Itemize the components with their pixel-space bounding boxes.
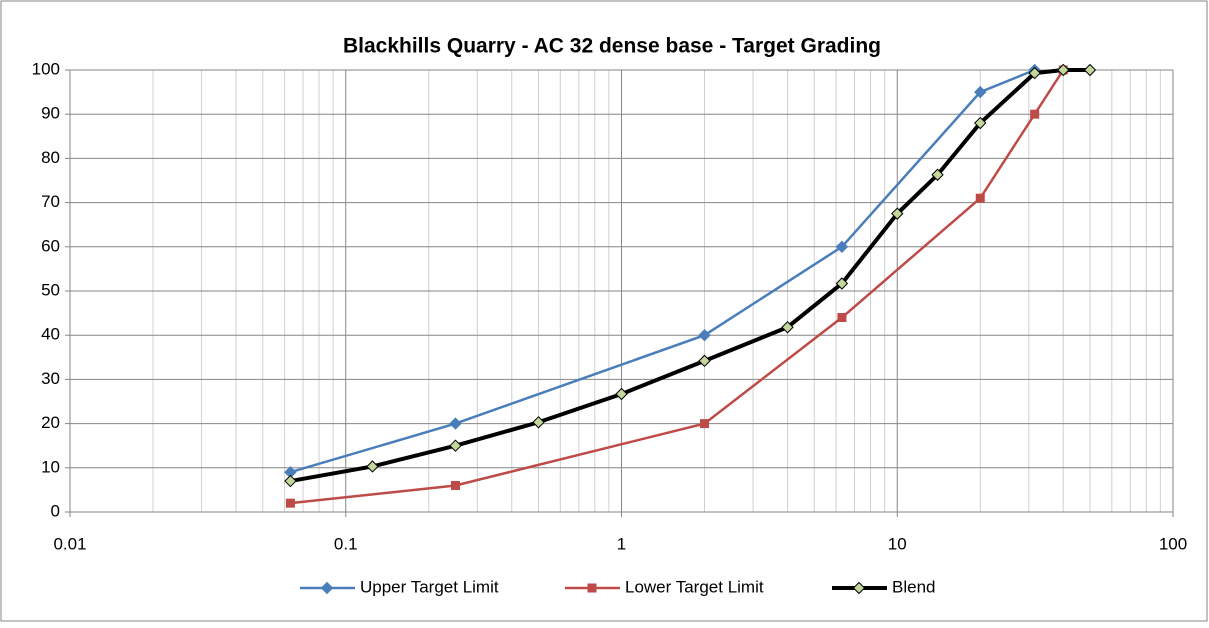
series-line (290, 68, 1090, 484)
marker (449, 417, 462, 430)
marker (931, 168, 944, 181)
marker (615, 387, 628, 401)
legend-marker (587, 583, 597, 593)
marker (837, 313, 847, 323)
y-tick-label: 100 (32, 59, 60, 78)
x-tick-label: 1 (617, 534, 626, 553)
x-tick-label: 10 (888, 534, 907, 553)
marker (532, 416, 545, 429)
y-tick-label: 90 (41, 104, 60, 123)
y-tick-label: 0 (51, 501, 60, 520)
marker (285, 498, 295, 508)
marker (1057, 63, 1070, 77)
marker (781, 321, 794, 334)
marker (835, 240, 849, 254)
y-tick-label: 60 (41, 236, 60, 255)
y-tick-label: 80 (41, 148, 60, 167)
x-tick-label: 0.1 (334, 534, 358, 553)
marker (698, 354, 711, 368)
marker (700, 419, 710, 429)
chart-title: Blackhills Quarry - AC 32 dense base - T… (343, 35, 881, 58)
marker (974, 85, 987, 99)
marker (449, 439, 462, 452)
y-tick-label: 70 (41, 192, 60, 211)
y-tick-label: 10 (41, 457, 60, 476)
marker (975, 193, 985, 203)
legend-marker (852, 581, 866, 595)
marker (835, 277, 849, 290)
series-line (290, 68, 1036, 474)
marker (891, 207, 904, 220)
marker (450, 480, 460, 490)
legend-marker (320, 581, 334, 595)
y-tick-label: 30 (41, 369, 60, 388)
legend-label: Lower Target Limit (625, 577, 764, 596)
y-tick-label: 40 (41, 325, 60, 344)
marker (1030, 109, 1040, 119)
marker (1083, 63, 1097, 77)
x-tick-label: 0.01 (53, 534, 86, 553)
y-tick-label: 50 (41, 280, 60, 299)
marker (366, 460, 379, 473)
marker (1028, 66, 1041, 80)
marker (284, 474, 297, 488)
legend-label: Upper Target Limit (360, 577, 499, 596)
legend-label: Blend (892, 577, 935, 596)
marker (974, 116, 987, 130)
x-tick-label: 100 (1159, 534, 1187, 553)
marker (698, 328, 711, 342)
y-tick-label: 20 (41, 413, 60, 432)
